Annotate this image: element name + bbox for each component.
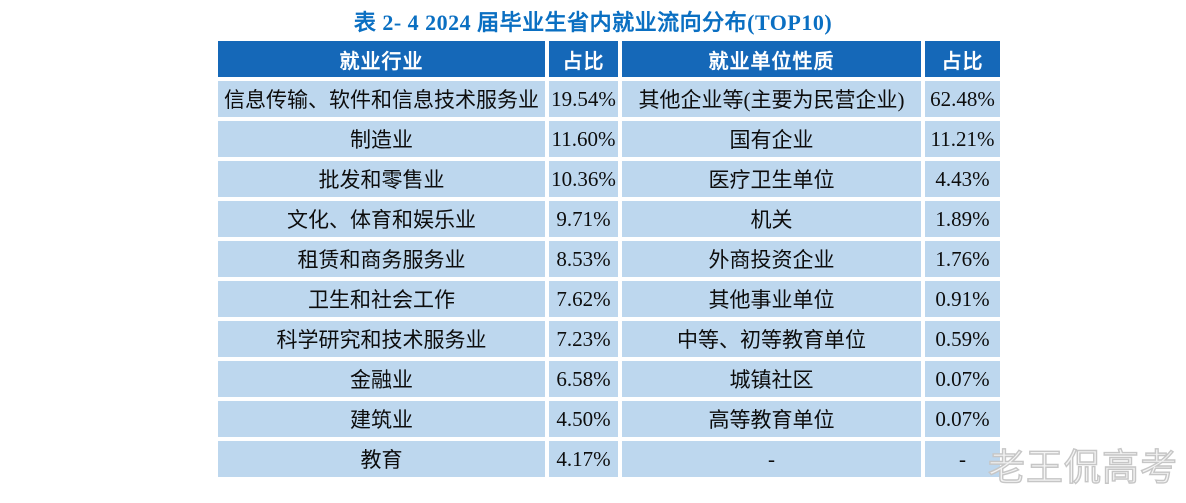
column-header: 就业单位性质 bbox=[622, 41, 921, 77]
category-cell: 城镇社区 bbox=[622, 361, 921, 397]
percentage-cell: 1.76% bbox=[925, 241, 1000, 277]
column-header: 占比 bbox=[925, 41, 1000, 77]
category-cell: 科学研究和技术服务业 bbox=[218, 321, 545, 357]
percentage-cell: 19.54% bbox=[549, 81, 618, 117]
category-cell: 医疗卫生单位 bbox=[622, 161, 921, 197]
percentage-cell: 62.48% bbox=[925, 81, 1000, 117]
column-header: 就业行业 bbox=[218, 41, 545, 77]
percentage-cell: 0.07% bbox=[925, 361, 1000, 397]
category-cell: 其他事业单位 bbox=[622, 281, 921, 317]
percentage-cell: 0.59% bbox=[925, 321, 1000, 357]
category-cell: 建筑业 bbox=[218, 401, 545, 437]
percentage-cell: 11.60% bbox=[549, 121, 618, 157]
column-header: 占比 bbox=[549, 41, 618, 77]
percentage-cell: 0.07% bbox=[925, 401, 1000, 437]
category-cell: 高等教育单位 bbox=[622, 401, 921, 437]
percentage-cell: 4.17% bbox=[549, 441, 618, 477]
category-cell: 租赁和商务服务业 bbox=[218, 241, 545, 277]
percentage-cell: 7.23% bbox=[549, 321, 618, 357]
percentage-cell: 0.91% bbox=[925, 281, 1000, 317]
category-cell: 批发和零售业 bbox=[218, 161, 545, 197]
percentage-cell: - bbox=[925, 441, 1000, 477]
category-cell: 机关 bbox=[622, 201, 921, 237]
percentage-cell: 4.43% bbox=[925, 161, 1000, 197]
category-cell: 文化、体育和娱乐业 bbox=[218, 201, 545, 237]
percentage-cell: 10.36% bbox=[549, 161, 618, 197]
category-cell: 教育 bbox=[218, 441, 545, 477]
table-caption: 表 2- 4 2024 届毕业生省内就业流向分布(TOP10) bbox=[353, 10, 833, 35]
percentage-cell: 9.71% bbox=[549, 201, 618, 237]
category-cell: 卫生和社会工作 bbox=[218, 281, 545, 317]
category-cell: - bbox=[622, 441, 921, 477]
watermark: 老王侃高考 bbox=[987, 446, 1178, 488]
percentage-cell: 8.53% bbox=[549, 241, 618, 277]
percentage-cell: 4.50% bbox=[549, 401, 618, 437]
percentage-cell: 1.89% bbox=[925, 201, 1000, 237]
employment-distribution-table: 就业行业 占比 就业单位性质 占比 信息传输、软件和信息技术服务业 19.54% 其他企业等… bbox=[218, 41, 1000, 477]
category-cell: 其他企业等(主要为民营企业) bbox=[622, 81, 921, 117]
percentage-cell: 7.62% bbox=[549, 281, 618, 317]
percentage-cell: 11.21% bbox=[925, 121, 1000, 157]
category-cell: 金融业 bbox=[218, 361, 545, 397]
percentage-cell: 6.58% bbox=[549, 361, 618, 397]
category-cell: 国有企业 bbox=[622, 121, 921, 157]
category-cell: 制造业 bbox=[218, 121, 545, 157]
category-cell: 中等、初等教育单位 bbox=[622, 321, 921, 357]
category-cell: 外商投资企业 bbox=[622, 241, 921, 277]
category-cell: 信息传输、软件和信息技术服务业 bbox=[218, 81, 545, 117]
